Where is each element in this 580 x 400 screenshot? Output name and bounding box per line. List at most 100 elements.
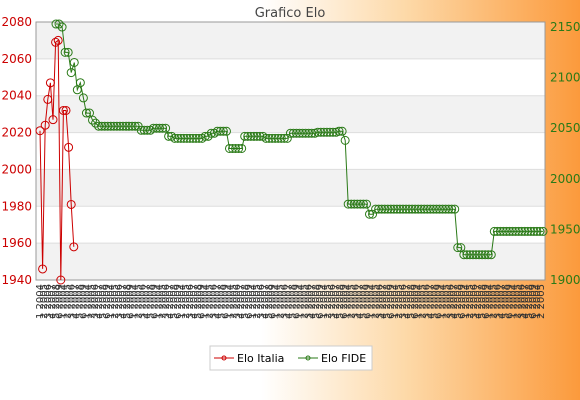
x-tick-label: 4 2007	[94, 284, 105, 319]
x-tick-label: 6 2009	[126, 284, 137, 319]
x-tick-label: 2 2005	[489, 284, 500, 319]
point-fide	[188, 133, 198, 143]
x-tick-label: 1 2004	[153, 284, 164, 319]
point-fide	[176, 133, 186, 143]
x-tick-label: 2 2005	[86, 284, 97, 319]
point-fide	[167, 131, 177, 141]
point-fide	[410, 204, 420, 214]
x-tick-label: 4 2007	[497, 284, 508, 319]
point-fide	[215, 126, 225, 136]
x-tick-label: 4 2007	[378, 284, 389, 319]
x-tick-label: 5 2008	[406, 284, 417, 319]
chart-title: Grafico Elo	[255, 6, 326, 21]
point-fide	[431, 204, 441, 214]
point-fide	[337, 126, 347, 136]
x-tick-label: 5 2008	[216, 284, 227, 319]
x-tick-label: 5 2008	[98, 284, 109, 319]
point-fide	[377, 204, 387, 214]
series-elo-fide	[51, 19, 548, 260]
x-tick-label: 4 2007	[473, 284, 484, 319]
x-tick-label: 6 2009	[339, 284, 350, 319]
x-tick-label: 1 2004	[414, 284, 425, 319]
point-fide	[206, 128, 216, 138]
left-axis-ticks: 1940 1960 1980 2000 2020 2040 2060 2080	[1, 15, 32, 287]
point-fide	[520, 226, 530, 236]
right-axis-ticks: 1900 1950 2000 2050 2100 2150	[550, 20, 580, 287]
x-tick-label: 1 2004	[248, 284, 259, 319]
point-italia	[66, 199, 76, 209]
point-fide	[69, 57, 79, 67]
x-tick-label: 5 2008	[453, 284, 464, 319]
point-fide	[462, 250, 472, 260]
point-fide	[383, 204, 393, 214]
x-tick-label: 2 2005	[512, 284, 523, 319]
point-fide	[529, 226, 539, 236]
x-tick-label: 6 2009	[149, 284, 160, 319]
point-fide	[532, 226, 542, 236]
point-fide	[374, 204, 384, 214]
point-fide	[57, 22, 67, 32]
right-tick-label: 1950	[550, 222, 580, 236]
point-fide	[419, 204, 429, 214]
point-fide	[407, 204, 417, 214]
x-tick-label: 2 2005	[323, 284, 334, 319]
point-fide	[438, 204, 448, 214]
point-fide	[325, 127, 335, 137]
x-tick-label: 3 2006	[209, 284, 220, 319]
x-tick-label: 5 2008	[264, 284, 275, 319]
point-fide	[508, 226, 518, 236]
point-fide	[124, 121, 134, 131]
x-tick-label: 5 2008	[335, 284, 346, 319]
x-tick-label: 1 2004	[437, 284, 448, 319]
x-tick-label: 1 2004	[82, 284, 93, 319]
point-fide	[307, 128, 317, 138]
series-elo-italia	[35, 35, 79, 285]
point-fide	[392, 204, 402, 214]
point-fide	[422, 204, 432, 214]
x-tick-label: 4 2007	[142, 284, 153, 319]
x-tick-label: 5 2008	[193, 284, 204, 319]
point-fide	[395, 204, 405, 214]
point-fide	[60, 47, 70, 57]
x-tick-label: 4 2007	[47, 284, 58, 319]
x-tick-label: 6 2009	[410, 284, 421, 319]
x-tick-label: 6 2009	[268, 284, 279, 319]
point-fide	[285, 128, 295, 138]
point-fide	[498, 226, 508, 236]
left-tick-label: 1980	[1, 199, 32, 213]
x-tick-label: 3 2006	[161, 284, 172, 319]
plot-background	[36, 22, 545, 280]
x-tick-label: 4 2007	[307, 284, 318, 319]
x-tick-label: 3 2006	[422, 284, 433, 319]
point-fide	[115, 121, 125, 131]
x-tick-label: 6 2009	[173, 284, 184, 319]
legend-label-fide: Elo FIDE	[321, 352, 366, 365]
x-tick-label: 6 2009	[457, 284, 468, 319]
x-tick-label: 3 2006	[185, 284, 196, 319]
x-tick-label: 3 2006	[67, 284, 78, 319]
point-fide	[63, 47, 73, 57]
legend-box	[209, 345, 373, 371]
x-tick-label: 4 2007	[402, 284, 413, 319]
point-fide	[66, 68, 76, 78]
x-tick-label: 1 2004	[130, 284, 141, 319]
x-tick-label: 6 2009	[102, 284, 113, 319]
series-line-fide	[56, 23, 543, 256]
x-tick-label: 6 2009	[481, 284, 492, 319]
point-fide	[151, 123, 161, 133]
plot-band	[36, 95, 545, 133]
x-tick-label: 5 2008	[311, 284, 322, 319]
point-fide	[191, 133, 201, 143]
point-fide	[389, 204, 399, 214]
point-fide	[221, 126, 231, 136]
x-tick-label: 2 2005	[465, 284, 476, 319]
point-fide	[489, 226, 499, 236]
x-tick-label: 3 2006	[327, 284, 338, 319]
point-fide	[237, 143, 247, 153]
x-tick-label: 5 2008	[145, 284, 156, 319]
left-tick-label: 2000	[1, 162, 32, 176]
point-fide	[161, 123, 171, 133]
legend-marker-fide	[305, 355, 311, 361]
x-tick-label: 4 2007	[71, 284, 82, 319]
point-fide	[398, 204, 408, 214]
